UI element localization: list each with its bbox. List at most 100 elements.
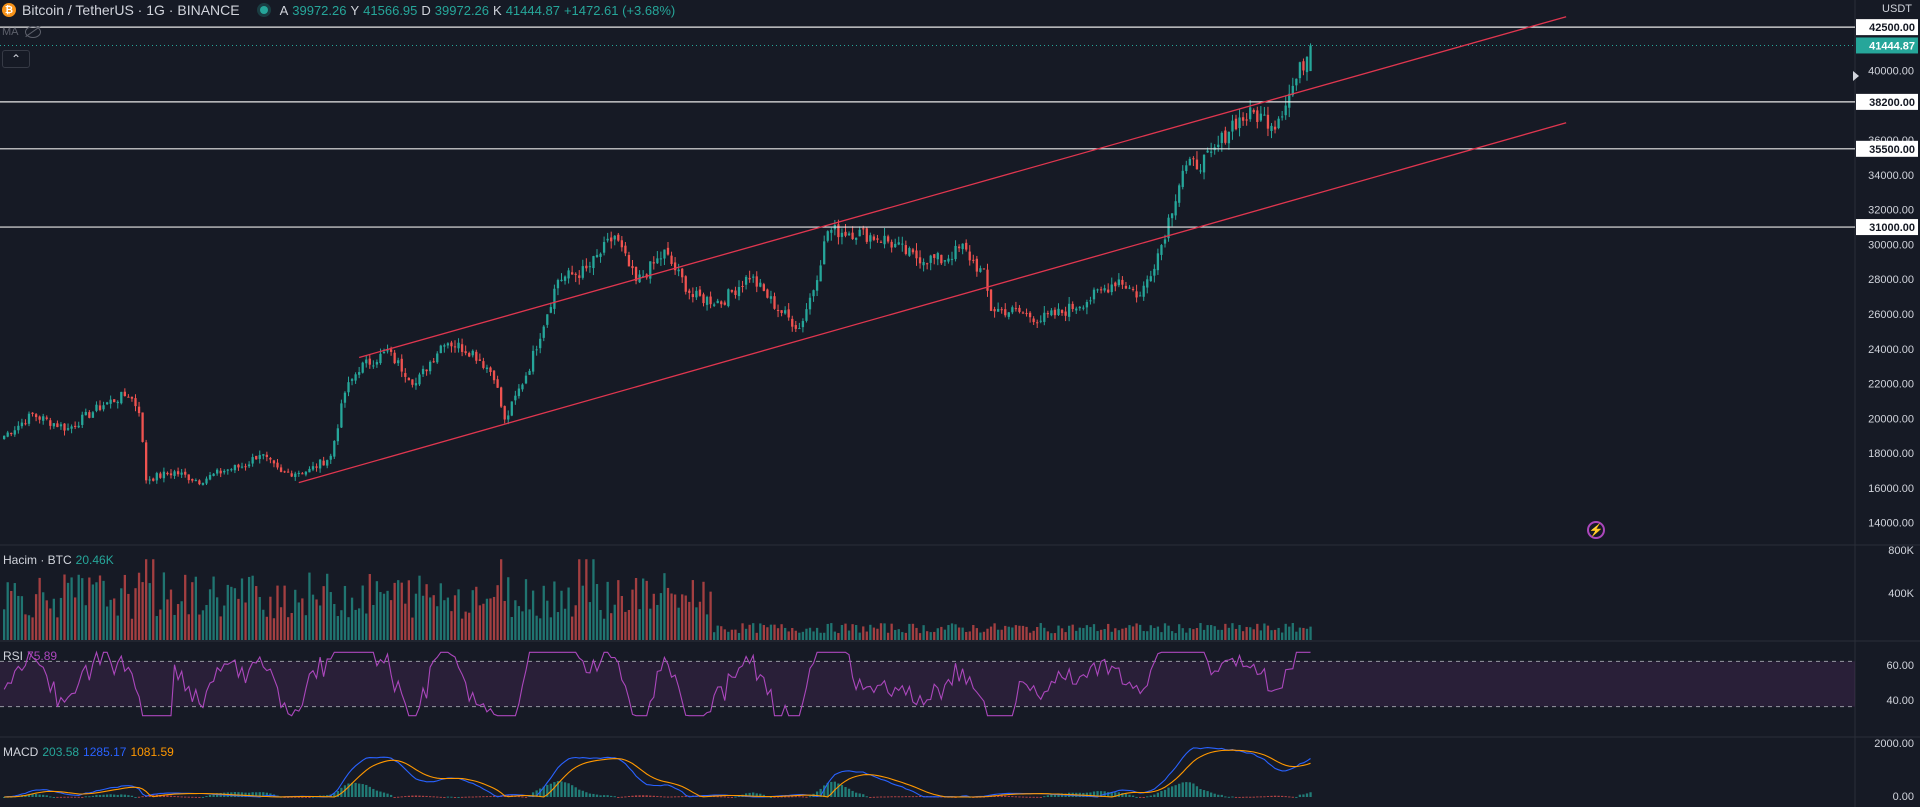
candle-body [918, 257, 922, 264]
macd-histogram-bar [720, 796, 723, 798]
volume-bar [1036, 626, 1039, 640]
candle-body [432, 361, 435, 363]
volume-bar [485, 598, 489, 640]
volume-bar [1206, 625, 1209, 640]
candle-body [613, 235, 616, 240]
volume-bar [950, 623, 954, 640]
candle-body [1050, 310, 1053, 316]
volume-bar [27, 615, 31, 640]
change-value: +1472.61 (+3.68%) [563, 2, 676, 18]
candle-body [649, 261, 652, 279]
volume-bar [492, 596, 496, 640]
macd-histogram-bar [879, 796, 883, 798]
candle-body [982, 268, 986, 270]
volume-bar [1302, 627, 1305, 640]
candle-body [1021, 312, 1025, 314]
candle-body [1099, 289, 1103, 291]
candle-body [194, 480, 197, 482]
macd-histogram-bar [1298, 794, 1302, 797]
macd-histogram-bar [531, 792, 535, 797]
volume-bar [365, 613, 368, 640]
macd-histogram-bar [794, 796, 797, 798]
macd-histogram-bar [734, 796, 737, 798]
candle-body [208, 474, 212, 480]
currency-label[interactable]: USDT [1882, 3, 1912, 15]
macd-histogram-bar [759, 793, 762, 797]
candle-body [581, 266, 584, 278]
candle-body [791, 318, 794, 327]
symbol-title[interactable]: Bitcoin / TetherUS · 1G · BINANCE [22, 2, 240, 18]
collapse-legend-button[interactable]: ⌃ [2, 50, 30, 68]
candle-body [879, 241, 883, 243]
volume-bar [638, 609, 641, 640]
volume-bar [713, 632, 716, 640]
macd-histogram-bar [52, 796, 55, 798]
volume-bar [265, 616, 268, 640]
macd-histogram-bar [801, 796, 805, 798]
macd-histogram-bar [184, 796, 187, 798]
ma-indicator-row[interactable]: MA [2, 26, 41, 38]
volume-bar [436, 606, 439, 640]
candle-body [1142, 285, 1145, 297]
macd-histogram-bar [49, 796, 52, 798]
macd-histogram-bar [1199, 788, 1202, 797]
macd-histogram-bar [400, 796, 403, 798]
volume-bar [411, 617, 414, 640]
volume-bar [908, 623, 911, 640]
candle-body [698, 289, 702, 296]
macd-histogram-bar [404, 796, 407, 798]
macd-histogram-bar [42, 794, 45, 797]
candle-body [1273, 126, 1277, 130]
candle-body [20, 422, 24, 427]
candle-body [652, 262, 655, 264]
eye-off-icon[interactable] [24, 26, 41, 38]
volume-bar [81, 578, 84, 640]
volume-bar [1039, 623, 1042, 640]
macd-histogram-bar [123, 794, 126, 797]
macd-histogram-bar [1096, 791, 1099, 797]
volume-bar [659, 593, 663, 640]
volume-bar [542, 585, 545, 640]
volume-bar [105, 606, 109, 640]
play-icon [1853, 71, 1859, 81]
volume-bar [74, 597, 77, 640]
rsi-pane-title: RSI 75.89 [3, 649, 57, 663]
volume-bar [1174, 633, 1177, 640]
volume-bar [673, 594, 677, 640]
macd-histogram-bar [429, 796, 432, 798]
macd-histogram-bar [130, 795, 134, 797]
candle-body [531, 350, 535, 372]
candle-body [411, 379, 414, 385]
candle-body [812, 290, 815, 297]
candle-body [1018, 307, 1021, 312]
level-price-label: 35500.00 [1869, 144, 1915, 156]
candle-body [819, 265, 822, 282]
volume-bar [1064, 632, 1067, 640]
bolt-icon[interactable]: ⚡ [1587, 521, 1605, 539]
volume-bar [478, 605, 481, 640]
price-tick-label: 40000.00 [1868, 66, 1914, 78]
volume-bar [134, 588, 137, 640]
candle-body [1181, 170, 1184, 187]
volume-bar [216, 597, 219, 640]
candle-body [358, 372, 361, 375]
volume-bar [187, 614, 190, 640]
candle-body [915, 250, 918, 259]
volume-bar [798, 632, 801, 640]
macd-histogram-bar [59, 796, 63, 798]
volume-bar [340, 610, 343, 640]
volume-bar [1224, 623, 1227, 640]
candle-body [1227, 131, 1231, 144]
macd-histogram-bar [386, 793, 389, 797]
candle-body [1060, 310, 1064, 313]
candle-body [901, 243, 904, 245]
volume-bar [13, 583, 16, 640]
candle-body [1011, 307, 1014, 313]
candle-body [127, 396, 130, 398]
macd-histogram-bar [102, 794, 105, 797]
candle-body [886, 236, 890, 242]
volume-bar [1298, 627, 1302, 640]
volume-bar [159, 609, 162, 640]
candle-body [1163, 239, 1167, 244]
